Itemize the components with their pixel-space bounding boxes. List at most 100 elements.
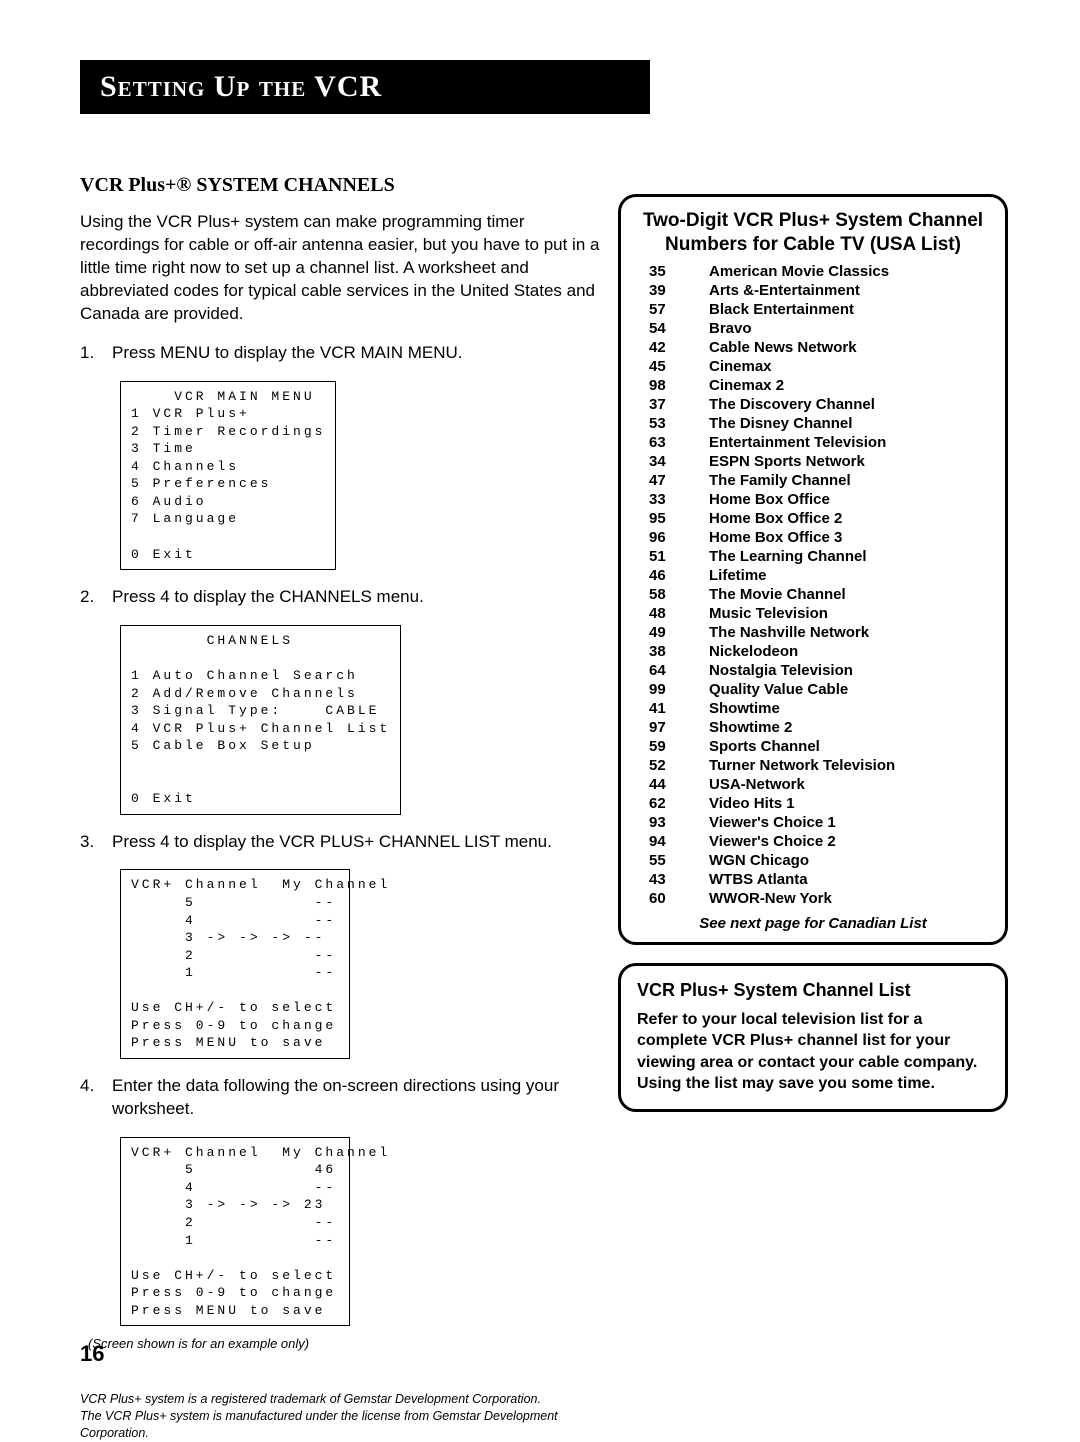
channel-name: Lifetime [709, 567, 989, 584]
channel-name: Bravo [709, 320, 989, 337]
channel-name: ESPN Sports Network [709, 453, 989, 470]
channel-number: 94 [649, 833, 689, 850]
channel-number: 34 [649, 453, 689, 470]
see-next-note: See next page for Canadian List [637, 915, 989, 932]
channel-name: Turner Network Television [709, 757, 989, 774]
channel-name: Home Box Office 3 [709, 529, 989, 546]
channel-name: Cinemax [709, 358, 989, 375]
intro-paragraph: Using the VCR Plus+ system can make prog… [80, 211, 600, 326]
channel-number: 37 [649, 396, 689, 413]
channel-name: Sports Channel [709, 738, 989, 755]
channel-number: 96 [649, 529, 689, 546]
channel-name: WTBS Atlanta [709, 871, 989, 888]
channel-list-title: Two-Digit VCR Plus+ System Channel Numbe… [637, 209, 989, 257]
channel-number: 64 [649, 662, 689, 679]
example-caption: (Screen shown is for an example only) [88, 1336, 600, 1351]
channel-name: Cinemax 2 [709, 377, 989, 394]
step-2: 2. Press 4 to display the CHANNELS menu. [80, 586, 600, 609]
step-text: Press 4 to display the VCR PLUS+ CHANNEL… [112, 831, 552, 854]
channel-number: 60 [649, 890, 689, 907]
channel-name: USA-Network [709, 776, 989, 793]
channel-number: 62 [649, 795, 689, 812]
step-number: 3. [80, 831, 98, 854]
banner-title: Setting Up the VCR [100, 70, 382, 103]
channel-name: Showtime [709, 700, 989, 717]
channel-name: WGN Chicago [709, 852, 989, 869]
channel-number: 52 [649, 757, 689, 774]
steps-list: 2. Press 4 to display the CHANNELS menu. [80, 586, 600, 609]
step-number: 2. [80, 586, 98, 609]
channel-number: 55 [649, 852, 689, 869]
channel-name: The Family Channel [709, 472, 989, 489]
channel-name: American Movie Classics [709, 263, 989, 280]
channel-number: 48 [649, 605, 689, 622]
channel-name: Cable News Network [709, 339, 989, 356]
channel-number: 93 [649, 814, 689, 831]
channel-name: The Nashville Network [709, 624, 989, 641]
channel-number: 38 [649, 643, 689, 660]
channel-number: 97 [649, 719, 689, 736]
channel-name: Home Box Office [709, 491, 989, 508]
channel-name: Showtime 2 [709, 719, 989, 736]
channel-name: Home Box Office 2 [709, 510, 989, 527]
channel-number: 95 [649, 510, 689, 527]
menu-list1: VCR+ Channel My Channel 5 -- 4 -- 3 -> -… [120, 869, 350, 1058]
channel-number: 33 [649, 491, 689, 508]
channel-number: 51 [649, 548, 689, 565]
footnote-1: VCR Plus+ system is a registered tradema… [80, 1391, 600, 1408]
page-number: 16 [80, 1341, 104, 1367]
step-text: Press MENU to display the VCR MAIN MENU. [112, 342, 462, 365]
main-columns: VCR Plus+® SYSTEM CHANNELS Using the VCR… [80, 174, 1010, 1442]
step-number: 4. [80, 1075, 98, 1121]
step-text: Enter the data following the on-screen d… [112, 1075, 600, 1121]
channel-number: 49 [649, 624, 689, 641]
channel-name: Viewer's Choice 1 [709, 814, 989, 831]
menu-main: VCR MAIN MENU 1 VCR Plus+ 2 Timer Record… [120, 381, 336, 570]
channel-number: 99 [649, 681, 689, 698]
steps-list: 3. Press 4 to display the VCR PLUS+ CHAN… [80, 831, 600, 854]
channel-number: 98 [649, 377, 689, 394]
channel-number: 46 [649, 567, 689, 584]
channel-list-info-box: VCR Plus+ System Channel List Refer to y… [618, 963, 1008, 1112]
channel-name: The Learning Channel [709, 548, 989, 565]
channel-name: Arts &-Entertainment [709, 282, 989, 299]
channel-number: 39 [649, 282, 689, 299]
channel-number: 43 [649, 871, 689, 888]
channel-number: 54 [649, 320, 689, 337]
step-4: 4. Enter the data following the on-scree… [80, 1075, 600, 1121]
channel-number: 53 [649, 415, 689, 432]
channel-number: 59 [649, 738, 689, 755]
channel-number: 45 [649, 358, 689, 375]
step-number: 1. [80, 342, 98, 365]
channel-name: The Discovery Channel [709, 396, 989, 413]
channel-number: 58 [649, 586, 689, 603]
footnote-2: The VCR Plus+ system is manufactured und… [80, 1408, 600, 1442]
section-heading: VCR Plus+® SYSTEM CHANNELS [80, 174, 600, 197]
channel-number: 42 [649, 339, 689, 356]
channel-name: Video Hits 1 [709, 795, 989, 812]
channel-name: Quality Value Cable [709, 681, 989, 698]
steps-list: 1. Press MENU to display the VCR MAIN ME… [80, 342, 600, 365]
channel-list-grid: 35 American Movie Classics 39 Arts &-Entert… [637, 263, 989, 907]
channel-number: 57 [649, 301, 689, 318]
menu-list2: VCR+ Channel My Channel 5 46 4 -- 3 -> -… [120, 1137, 350, 1326]
right-column: Two-Digit VCR Plus+ System Channel Numbe… [618, 174, 1008, 1442]
channel-name: Viewer's Choice 2 [709, 833, 989, 850]
channel-name: Nostalgia Television [709, 662, 989, 679]
channel-number: 47 [649, 472, 689, 489]
step-3: 3. Press 4 to display the VCR PLUS+ CHAN… [80, 831, 600, 854]
channel-number: 35 [649, 263, 689, 280]
left-column: VCR Plus+® SYSTEM CHANNELS Using the VCR… [80, 174, 600, 1442]
channel-number: 44 [649, 776, 689, 793]
menu-channels: CHANNELS 1 Auto Channel Search 2 Add/Rem… [120, 625, 401, 814]
channel-list-box: Two-Digit VCR Plus+ System Channel Numbe… [618, 194, 1008, 945]
info-box-title: VCR Plus+ System Channel List [637, 980, 989, 1001]
info-box-body: Refer to your local television list for … [637, 1009, 989, 1095]
channel-name: Nickelodeon [709, 643, 989, 660]
channel-number: 63 [649, 434, 689, 451]
channel-name: WWOR-New York [709, 890, 989, 907]
step-1: 1. Press MENU to display the VCR MAIN ME… [80, 342, 600, 365]
channel-name: Black Entertainment [709, 301, 989, 318]
channel-name: The Disney Channel [709, 415, 989, 432]
channel-name: Music Television [709, 605, 989, 622]
